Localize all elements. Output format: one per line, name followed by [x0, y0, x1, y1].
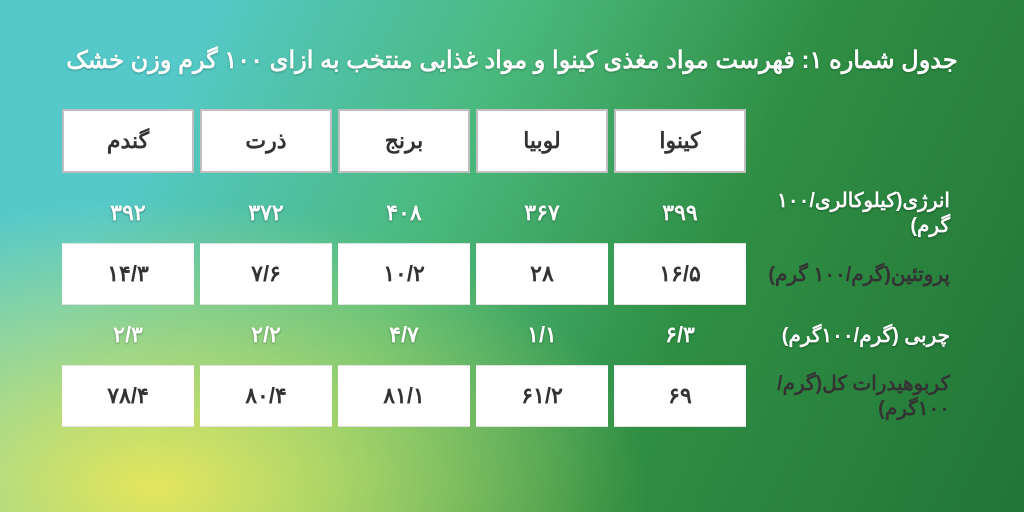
table-body: انرژی(کیلوکالری/۱۰۰ گرم) ۳۹۹ ۳۶۷ ۴۰۸ ۳۷۲…: [62, 183, 962, 427]
column-header: ذرت: [200, 109, 332, 173]
column-header: گندم: [62, 109, 194, 173]
table-cell: ۸۱/۱: [338, 365, 470, 427]
table-cell: ۲۸: [476, 243, 608, 305]
table-cell: ۱/۱: [476, 305, 608, 365]
table-cell: ۳۷۲: [200, 183, 332, 243]
row-label: پروتئین(گرم/۱۰۰ گرم): [752, 243, 962, 305]
table-cell: ۴/۷: [338, 305, 470, 365]
table-row: چربی (گرم/۱۰۰گرم) ۶/۳ ۱/۱ ۴/۷ ۲/۲ ۲/۳: [62, 305, 962, 365]
table-cell: ۱۰/۲: [338, 243, 470, 305]
column-header: برنج: [338, 109, 470, 173]
table-cell: ۱۶/۵: [614, 243, 746, 305]
column-header: لوبیا: [476, 109, 608, 173]
table-cell: ۷/۶: [200, 243, 332, 305]
table-cell: ۲/۲: [200, 305, 332, 365]
table-cell: ۶۹: [614, 365, 746, 427]
table-cell: ۷۸/۴: [62, 365, 194, 427]
table-title: جدول شماره ۱: فهرست مواد مغذی کینوا و مو…: [56, 46, 968, 75]
table-cell: ۱۴/۳: [62, 243, 194, 305]
page: جدول شماره ۱: فهرست مواد مغذی کینوا و مو…: [0, 0, 1024, 512]
nutrition-table: کینوا لوبیا برنج ذرت گندم انرژی(کیلوکالر…: [56, 109, 968, 427]
table-cell: ۸۰/۴: [200, 365, 332, 427]
table-cell: ۴۰۸: [338, 183, 470, 243]
column-header: کینوا: [614, 109, 746, 173]
table-row: انرژی(کیلوکالری/۱۰۰ گرم) ۳۹۹ ۳۶۷ ۴۰۸ ۳۷۲…: [62, 183, 962, 243]
table-cell: ۳۶۷: [476, 183, 608, 243]
table-cell: ۳۹۹: [614, 183, 746, 243]
row-label: کربوهیدرات کل(گرم/۱۰۰گرم): [752, 365, 962, 427]
table-cell: ۶۱/۲: [476, 365, 608, 427]
row-label: چربی (گرم/۱۰۰گرم): [752, 305, 962, 365]
table-cell: ۲/۳: [62, 305, 194, 365]
table-cell: ۳۹۲: [62, 183, 194, 243]
table-row: کربوهیدرات کل(گرم/۱۰۰گرم) ۶۹ ۶۱/۲ ۸۱/۱ ۸…: [62, 365, 962, 427]
table-row: پروتئین(گرم/۱۰۰ گرم) ۱۶/۵ ۲۸ ۱۰/۲ ۷/۶ ۱۴…: [62, 243, 962, 305]
table-cell: ۶/۳: [614, 305, 746, 365]
table-header-row: کینوا لوبیا برنج ذرت گندم: [62, 109, 962, 173]
row-label: انرژی(کیلوکالری/۱۰۰ گرم): [752, 183, 962, 243]
header-blank: [752, 109, 962, 173]
